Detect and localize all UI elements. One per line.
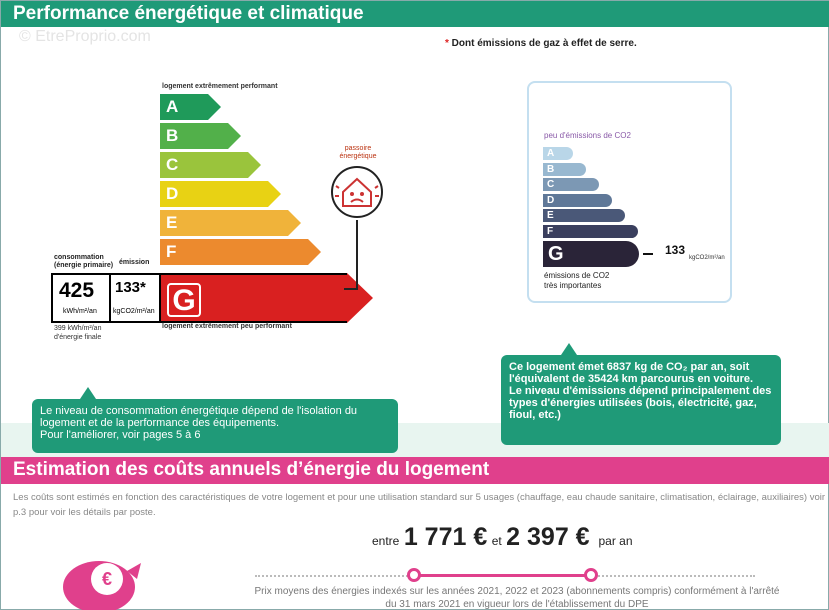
price-timeline-range bbox=[414, 574, 591, 577]
note-star: * bbox=[445, 38, 449, 49]
co2-class-c: C bbox=[543, 178, 599, 191]
co2-unit: kgCO2/m²/an bbox=[689, 255, 725, 261]
conso-unit: kWh/m²/an bbox=[63, 308, 97, 315]
co2-value: 133 bbox=[665, 243, 686, 257]
cost-per-year: par an bbox=[598, 534, 633, 548]
energy-class-current-letter: G bbox=[167, 283, 201, 317]
passoire-house-icon bbox=[331, 166, 383, 218]
co2-class-f: F bbox=[543, 224, 638, 238]
cost-max: 2 397 € bbox=[506, 523, 590, 551]
passoire-connector-hook bbox=[344, 288, 358, 290]
conso-divider bbox=[109, 275, 111, 321]
emission-info-bubble: Ce logement émet 6837 kg de CO₂ par an, … bbox=[501, 343, 781, 445]
cost-range: entre 1 771 € et 2 397 € par an bbox=[372, 523, 633, 552]
energy-class-b: B bbox=[160, 123, 241, 149]
conso-box: 425 133* kWh/m²/an kgCO2/m²/an bbox=[51, 273, 159, 323]
note-text: Dont émissions de gaz à effet de serre. bbox=[448, 38, 637, 49]
piggy-euro-symbol: € bbox=[102, 569, 112, 589]
emission-unit: kgCO2/m²/an bbox=[113, 308, 155, 315]
co2-label-top: peu d'émissions de CO2 bbox=[544, 131, 631, 140]
co2-class-a: A bbox=[543, 147, 573, 160]
consumption-info-bubble: Le niveau de consommation énergétique dé… bbox=[32, 387, 398, 453]
co2-class-b: B bbox=[543, 162, 586, 176]
energy-class-d: D bbox=[160, 181, 281, 207]
greenhouse-note: * Dont émissions de gaz à effet de serre… bbox=[445, 38, 637, 49]
conso-value: 425 bbox=[59, 279, 95, 302]
energy-class-f: F bbox=[160, 239, 321, 265]
co2-label-bottom: émissions de CO2 très importantes bbox=[544, 271, 610, 290]
co2-class-e: E bbox=[543, 209, 625, 222]
cost-and: et bbox=[491, 534, 502, 548]
energy-class-c: C bbox=[160, 152, 261, 178]
timeline-start-dot bbox=[407, 568, 421, 582]
section-title: Performance énergétique et climatique bbox=[13, 3, 364, 24]
timeline-end-dot bbox=[584, 568, 598, 582]
energy-class-a: A bbox=[160, 94, 221, 120]
piggy-bank-icon: € bbox=[63, 561, 141, 610]
section-title-costs: Estimation des coûts annuels d’énergie d… bbox=[13, 459, 490, 480]
price-footnote: Prix moyens des énergies indexés sur les… bbox=[254, 586, 780, 610]
conso-heading: consommation (énergie primaire) bbox=[54, 254, 114, 269]
energy-label-top: logement extrêmement performant bbox=[162, 83, 278, 90]
passoire-connector bbox=[356, 220, 358, 290]
energy-class-current: G bbox=[159, 273, 373, 323]
co2-class-current: G bbox=[543, 241, 639, 267]
final-energy: 399 kWh/m²/an d'énergie finale bbox=[54, 325, 102, 341]
section-header-performance: Performance énergétique et climatique bbox=[1, 1, 829, 27]
watermark: © EtreProprio.com bbox=[19, 28, 151, 45]
passoire-label: passoire énergétique bbox=[339, 145, 377, 160]
co2-pointer bbox=[643, 253, 653, 255]
emission-heading: émission bbox=[119, 259, 150, 266]
emission-value: 133* bbox=[115, 279, 146, 296]
cost-between: entre bbox=[372, 534, 400, 548]
energy-label-bottom: logement extrêmement peu performant bbox=[162, 323, 292, 330]
cost-min: 1 771 € bbox=[403, 523, 488, 551]
energy-class-e: E bbox=[160, 210, 301, 236]
section-header-costs: Estimation des coûts annuels d’énergie d… bbox=[1, 457, 829, 484]
costs-description: Les coûts sont estimés en fonction des c… bbox=[13, 492, 825, 518]
co2-class-d: D bbox=[543, 193, 612, 207]
